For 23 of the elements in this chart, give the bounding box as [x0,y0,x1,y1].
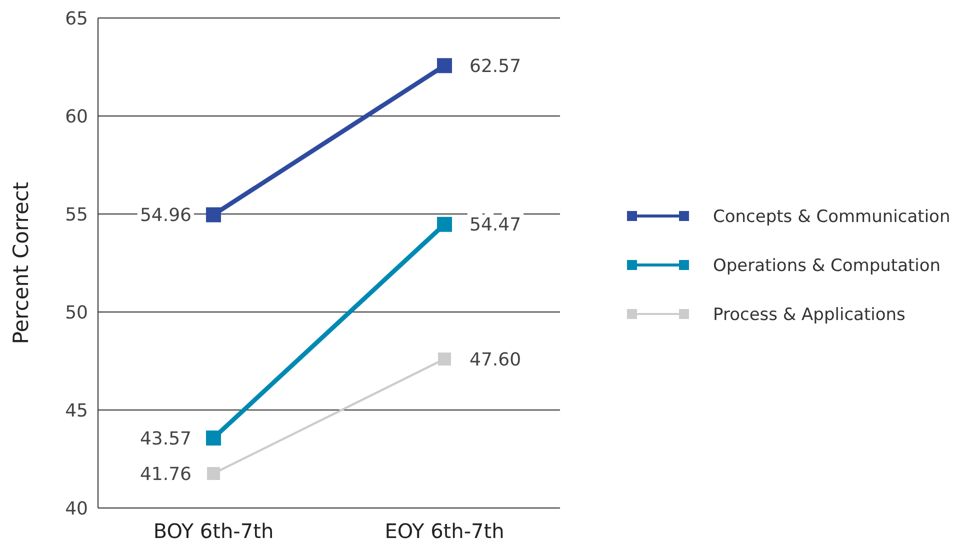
legend-label: Concepts & Communication [713,206,950,227]
data-label: 62.57 [470,56,522,77]
point [206,207,221,222]
y-tick-label: 50 [65,302,88,324]
data-label: 43.57 [140,428,192,450]
y-tick-label: 55 [65,204,88,226]
y-axis-title: Percent Correct [9,182,33,344]
point [207,467,220,480]
data-label: 54.47 [470,214,522,236]
y-tick-label: 65 [65,8,88,30]
point [438,352,451,366]
y-tick-label: 45 [65,400,88,422]
y-tick-label: 40 [65,498,88,520]
data-label: 47.60 [470,349,522,370]
point [437,58,452,74]
data-label: 41.76 [140,464,192,485]
legend-label: Operations & Computation [713,256,941,276]
point [437,216,452,232]
point [206,430,221,446]
x-tick-label: BOY 6th-7th [153,519,274,543]
y-tick-label: 60 [65,106,88,128]
x-tick-label: EOY 6th-7th [384,519,504,543]
legend-label: Process & Applications [713,304,906,325]
